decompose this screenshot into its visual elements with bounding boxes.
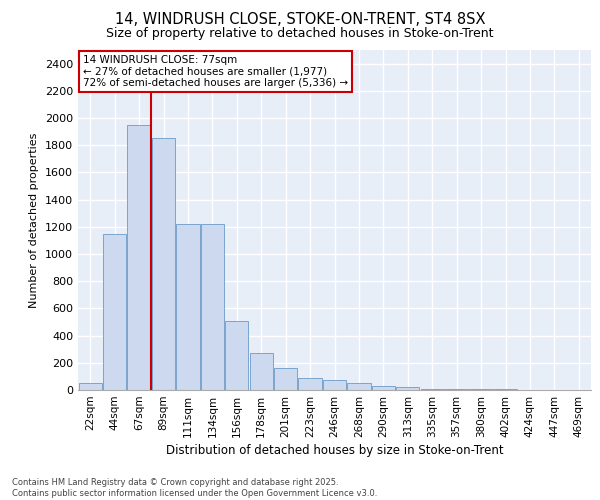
Text: 14, WINDRUSH CLOSE, STOKE-ON-TRENT, ST4 8SX: 14, WINDRUSH CLOSE, STOKE-ON-TRENT, ST4 … [115, 12, 485, 28]
Bar [79, 383, 102, 390]
Bar [274, 368, 297, 390]
Bar [421, 388, 444, 390]
Bar [201, 224, 224, 390]
Bar [176, 224, 200, 390]
Bar [152, 138, 175, 390]
Bar [127, 125, 151, 390]
Text: 14 WINDRUSH CLOSE: 77sqm
← 27% of detached houses are smaller (1,977)
72% of sem: 14 WINDRUSH CLOSE: 77sqm ← 27% of detach… [83, 55, 348, 88]
Bar [298, 378, 322, 390]
Text: Size of property relative to detached houses in Stoke-on-Trent: Size of property relative to detached ho… [106, 28, 494, 40]
Bar [372, 386, 395, 390]
Bar [323, 380, 346, 390]
Text: Contains HM Land Registry data © Crown copyright and database right 2025.
Contai: Contains HM Land Registry data © Crown c… [12, 478, 377, 498]
Bar [225, 320, 248, 390]
Bar [347, 383, 371, 390]
X-axis label: Distribution of detached houses by size in Stoke-on-Trent: Distribution of detached houses by size … [166, 444, 503, 457]
Bar [103, 234, 126, 390]
Bar [396, 388, 419, 390]
Y-axis label: Number of detached properties: Number of detached properties [29, 132, 40, 308]
Bar [250, 354, 273, 390]
